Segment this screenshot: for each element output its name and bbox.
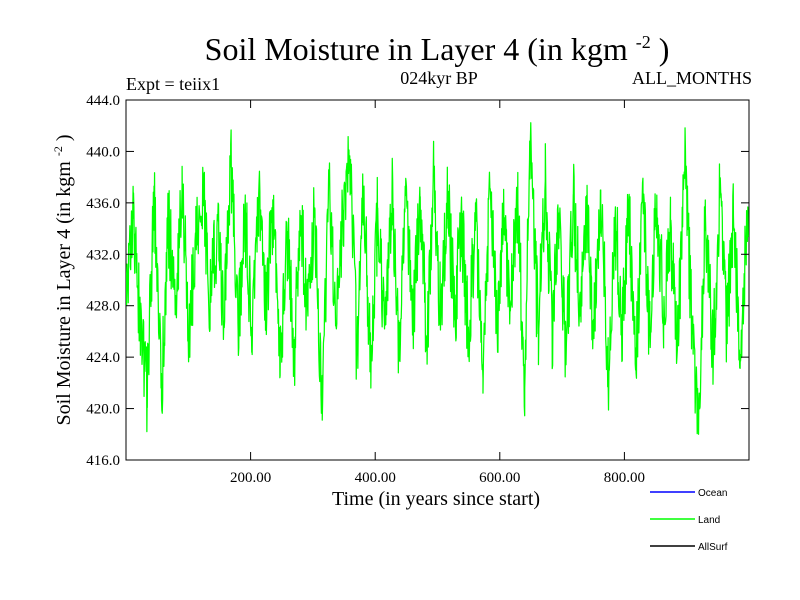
x-tick-label: 200.00 <box>230 470 271 486</box>
series-line-land <box>125 122 750 435</box>
legend-label-ocean: Ocean <box>698 488 727 499</box>
legend-label-allsurf: AllSurf <box>698 542 728 553</box>
x-tick-label: 800.00 <box>604 470 645 486</box>
chart-title-close: ) <box>659 31 670 67</box>
x-tick-label: 600.00 <box>479 470 520 486</box>
y-axis-label-superscript: -2 <box>51 146 65 156</box>
y-tick-label: 428.0 <box>86 299 120 315</box>
y-tick-label: 424.0 <box>86 350 120 366</box>
y-axis-label: Soil Moisture in Layer 4 (in kgm -2 ) <box>45 134 75 425</box>
axis-layer: 416.0 420.0 424.0 428.0 432.0 436.0 440.0 444.0… <box>86 93 749 486</box>
period-label: 024kyr BP <box>400 68 478 88</box>
y-axis-label-close: ) <box>53 134 75 141</box>
legend-label-land: Land <box>698 515 720 526</box>
legend: Ocean Land AllSurf <box>650 488 728 553</box>
x-axis-label: Time (in years since start) <box>332 488 540 510</box>
plot-area: 416.0 420.0 424.0 428.0 432.0 436.0 440.0 444.0… <box>86 93 750 486</box>
experiment-label: Expt = teiix1 <box>126 74 220 94</box>
y-tick-label: 440.0 <box>86 144 120 160</box>
y-tick-label: 432.0 <box>86 247 120 263</box>
months-label: ALL_MONTHS <box>632 68 752 88</box>
chart-title-superscript: -2 <box>636 32 651 52</box>
y-tick-label: 436.0 <box>86 196 120 212</box>
y-tick-label: 444.0 <box>86 93 120 109</box>
y-axis-label-main: Soil Moisture in Layer 4 (in kgm <box>53 161 75 426</box>
series-layer <box>125 122 750 435</box>
chart-title: Soil Moisture in Layer 4 (in kgm -2 ) <box>205 19 670 67</box>
y-tick-label: 416.0 <box>86 453 120 469</box>
chart-title-main: Soil Moisture in Layer 4 (in kgm <box>205 31 628 67</box>
y-tick-label: 420.0 <box>86 402 120 418</box>
x-tick-label: 400.00 <box>355 470 396 486</box>
